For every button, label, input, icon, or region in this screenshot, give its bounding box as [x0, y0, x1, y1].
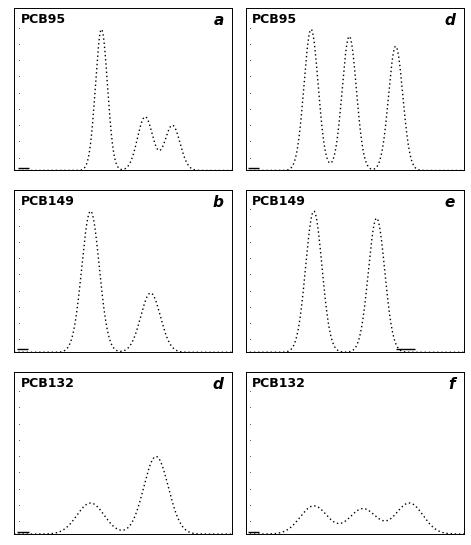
Text: PCB95: PCB95 [252, 13, 297, 26]
Text: e: e [445, 195, 455, 210]
Text: PCB132: PCB132 [21, 377, 74, 390]
Text: f: f [448, 377, 455, 392]
Text: PCB149: PCB149 [252, 195, 306, 208]
Text: d: d [444, 13, 455, 28]
Text: a: a [213, 13, 224, 28]
Text: PCB149: PCB149 [21, 195, 74, 208]
Text: PCB95: PCB95 [21, 13, 66, 26]
Text: PCB132: PCB132 [252, 377, 306, 390]
Text: b: b [213, 195, 224, 210]
Text: d: d [213, 377, 224, 392]
